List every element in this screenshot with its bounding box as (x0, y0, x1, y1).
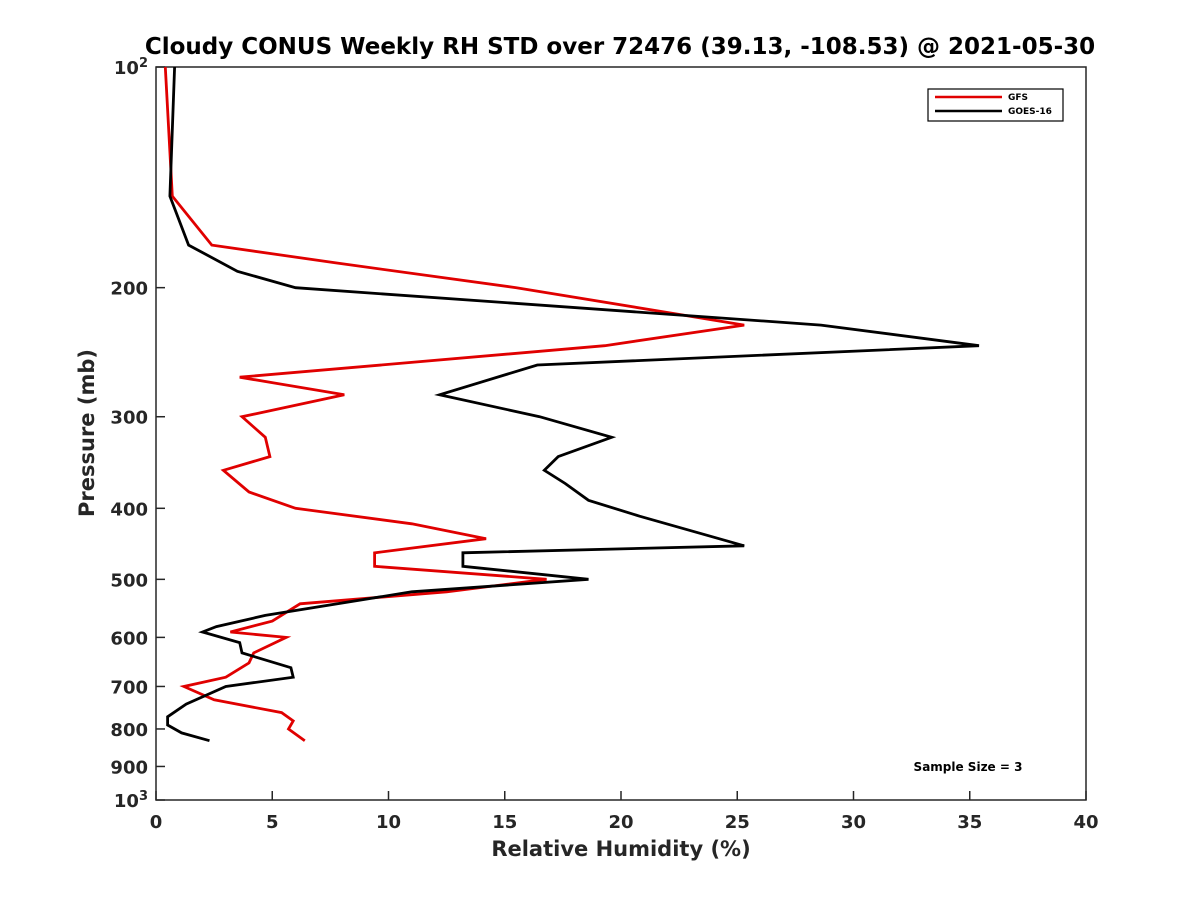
y-tick-label-base: 10 (114, 58, 139, 79)
y-tick-label: 103 (114, 789, 148, 812)
legend-box (927, 88, 1064, 122)
y-tick-label: 900 (110, 757, 148, 778)
legend: GFS GOES-16 (927, 88, 1064, 122)
y-axis-label: Pressure (mb) (75, 349, 99, 517)
y-tick-label: 600 (110, 628, 148, 649)
series-line-goes-16 (166, 66, 980, 743)
y-tick-label: 200 (110, 279, 148, 300)
legend-label-gfs: GFS (1008, 93, 1028, 103)
y-tick-label: 102 (114, 56, 148, 79)
x-axis: 0 5 10 15 20 25 30 35 40 (150, 791, 1099, 833)
y-tick-label-exponent: 3 (139, 789, 148, 804)
y-tick-label: 400 (110, 499, 148, 520)
series-lines (163, 66, 980, 743)
y-tick-label: 500 (110, 570, 148, 591)
x-tick-label: 35 (957, 812, 982, 833)
chart-title: Cloudy CONUS Weekly RH STD over 72476 (3… (145, 34, 1095, 60)
x-tick-label: 25 (725, 812, 750, 833)
x-axis-label: Relative Humidity (%) (491, 837, 750, 861)
y-tick-label: 300 (110, 408, 148, 429)
legend-label-goes-16: GOES-16 (1008, 107, 1052, 117)
x-tick-label: 15 (492, 812, 517, 833)
x-tick-label: 40 (1073, 812, 1098, 833)
x-tick-label: 30 (841, 812, 866, 833)
y-tick-label: 800 (110, 720, 148, 741)
series-line-gfs (163, 66, 745, 742)
y-tick-label: 700 (110, 677, 148, 698)
plot-area: 0 5 10 15 20 25 30 35 40 10220030040050060070080… (110, 56, 1098, 833)
x-tick-label: 5 (266, 812, 279, 833)
sample-size-annotation: Sample Size = 3 (914, 760, 1023, 774)
x-tick-label: 10 (376, 812, 401, 833)
y-tick-label-exponent: 2 (139, 56, 148, 71)
x-tick-label: 20 (608, 812, 633, 833)
x-tick-label: 0 (150, 812, 163, 833)
y-tick-label-base: 10 (114, 791, 139, 812)
